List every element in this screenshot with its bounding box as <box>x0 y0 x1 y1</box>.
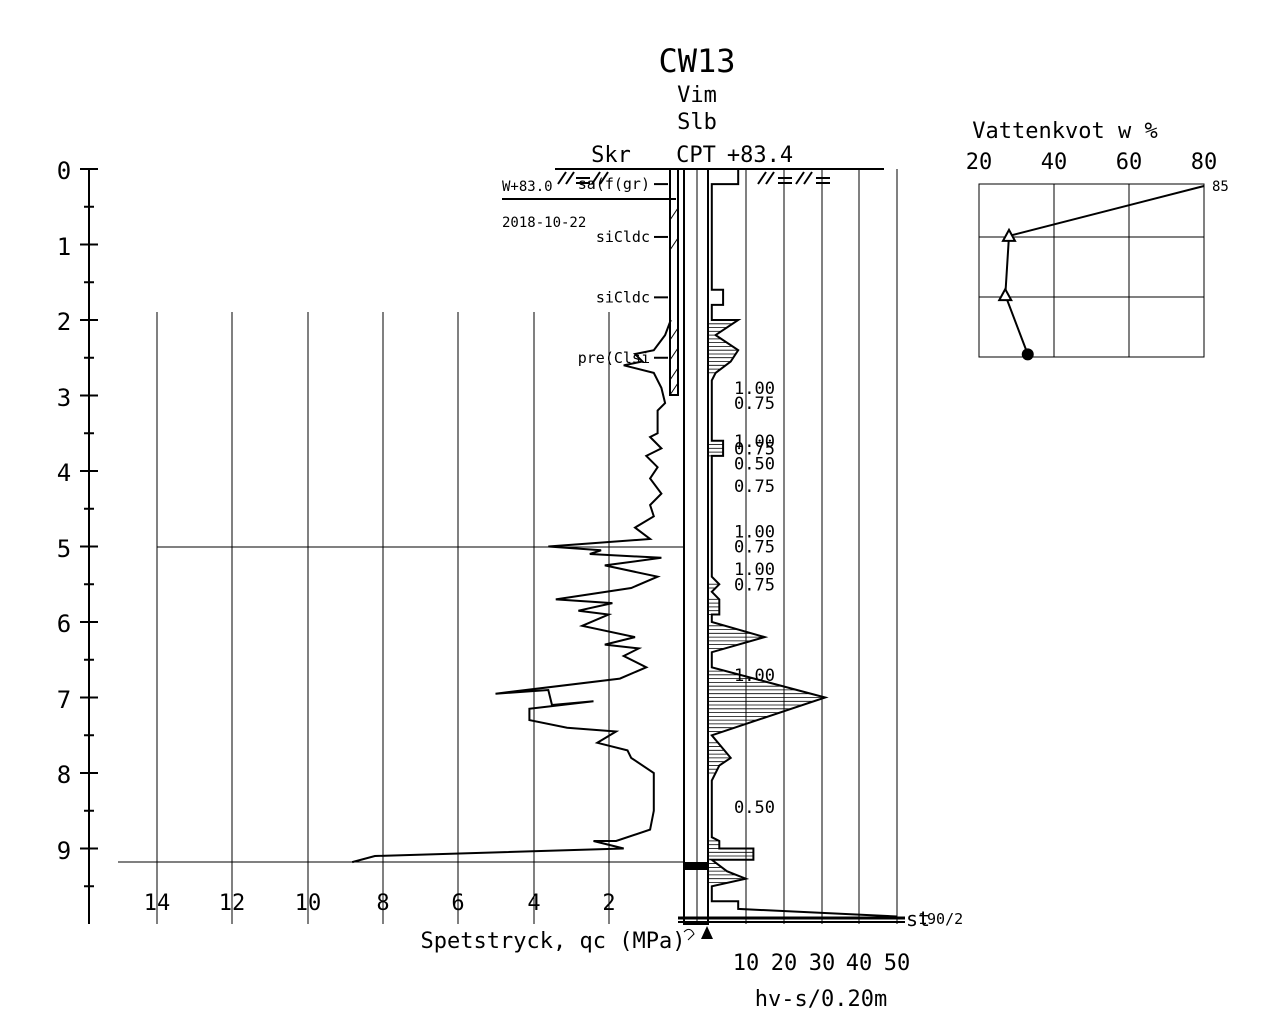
wc-tick-label: 80 <box>1191 150 1218 175</box>
qc-tick-label: 10 <box>295 891 322 916</box>
wc-frame <box>978 183 1205 358</box>
depth-tick-label: 9 <box>57 837 71 865</box>
wc-dot-marker <box>1021 348 1034 361</box>
stop-triangle-icon <box>701 926 713 939</box>
qc-tick-label: 14 <box>144 891 171 916</box>
qc-tick-label: 4 <box>527 891 540 916</box>
sensitivity-label: 0.75 <box>734 538 775 558</box>
depth-tick-label: 2 <box>57 308 71 336</box>
hv-tick-label: 30 <box>809 951 836 976</box>
hv-tick-label: 40 <box>846 951 873 976</box>
wc-over-range-label: 85 <box>1212 179 1229 195</box>
qc-grid <box>156 312 610 924</box>
depth-axis-labels: 0 1 2 3 4 5 6 7 8 9 <box>57 157 71 865</box>
depth-tick-label: 7 <box>57 686 71 714</box>
method-slb: Slb <box>677 110 717 135</box>
wc-grid <box>979 184 1204 357</box>
qc-axis-title: Spetstryck, qc (MPa) <box>421 929 686 954</box>
col-cpt-label: CPT <box>676 143 716 168</box>
sampler-column <box>669 168 679 396</box>
soil-label: siCldc <box>596 288 650 306</box>
sensitivity-label: 1.00 <box>734 560 775 580</box>
borehole-id: CW13 <box>658 42 735 80</box>
wc-triangle-marker <box>997 287 1013 302</box>
sensitivity-label: 1.00 <box>734 432 775 452</box>
sensitivity-label: 0.50 <box>734 798 775 818</box>
hv-tick-label: 50 <box>884 951 911 976</box>
sensitivity-label: 0.75 <box>734 575 775 595</box>
hv-axis-title: hv-s/0.20m <box>755 987 887 1012</box>
depth-tick-label: 4 <box>57 459 71 487</box>
qc-tick-label: 8 <box>376 891 389 916</box>
wc-tick-label: 20 <box>966 150 993 175</box>
wc-triangle-marker <box>1001 227 1017 242</box>
sensitivity-label: 1.00 <box>734 379 775 399</box>
sensitivity-labels: 1.000.751.000.750.500.751.000.751.000.75… <box>734 379 775 818</box>
sensitivity-label: 0.75 <box>734 477 775 497</box>
groundwater-level: W+83.0 <box>502 179 553 195</box>
sensitivity-label: 0.75 <box>734 394 775 414</box>
hv-tick-label: 10 <box>733 951 760 976</box>
depth-tick-label: 1 <box>57 233 71 261</box>
method-vim: Vim <box>677 83 717 108</box>
depth-tick-label: 0 <box>57 157 71 185</box>
qc-axis-labels: 14 12 10 8 6 4 2 <box>144 891 616 916</box>
stop-value: 190/2 <box>918 910 963 928</box>
wc-markers <box>997 227 1034 361</box>
col-skr-label: Skr <box>591 143 631 168</box>
ground-hatch-right <box>757 171 830 185</box>
soil-label: sa(f(gr) <box>578 175 650 193</box>
qc-tick-label: 12 <box>219 891 246 916</box>
groundwater-date: 2018-10-22 <box>502 215 586 231</box>
qc-curve <box>351 319 672 864</box>
wc-title: Vattenkvot w % <box>972 119 1157 144</box>
sensitivity-label: 0.50 <box>734 454 775 474</box>
hv-hatch <box>708 323 826 883</box>
hv-tick-label: 20 <box>771 951 798 976</box>
sensitivity-label: 0.75 <box>734 439 775 459</box>
cpt-stop-marker <box>684 862 708 870</box>
qc-tick-label: 2 <box>602 891 615 916</box>
hv-grid <box>745 169 898 924</box>
wc-tick-label: 40 <box>1041 150 1068 175</box>
wc-tick-label: 60 <box>1116 150 1143 175</box>
sampler-hatch <box>669 207 679 396</box>
depth-tick-label: 5 <box>57 535 71 563</box>
ground-hatch-left <box>557 171 609 185</box>
wc-line <box>1004 185 1205 355</box>
soil-label: pre(Clsi <box>578 349 650 367</box>
depth-axis-ticks <box>80 168 98 888</box>
qc-tick-label: 6 <box>451 891 464 916</box>
sensitivity-label: 1.00 <box>734 522 775 542</box>
cpt-rod-column <box>683 168 709 925</box>
hv-axis-labels: 10 20 30 40 50 <box>733 951 911 976</box>
elevation-label: +83.4 <box>727 143 793 168</box>
wc-axis-labels: 20 40 60 80 <box>966 150 1218 175</box>
soil-labels: sa(f(gr) siCldc siCldc pre(Clsi <box>578 175 668 367</box>
depth-tick-label: 6 <box>57 610 71 638</box>
stop-code: st <box>906 907 930 931</box>
soil-label: siCldc <box>596 228 650 246</box>
depth-tick-label: 3 <box>57 384 71 412</box>
stop-hook-icon <box>683 928 695 941</box>
depth-tick-label: 8 <box>57 761 71 789</box>
